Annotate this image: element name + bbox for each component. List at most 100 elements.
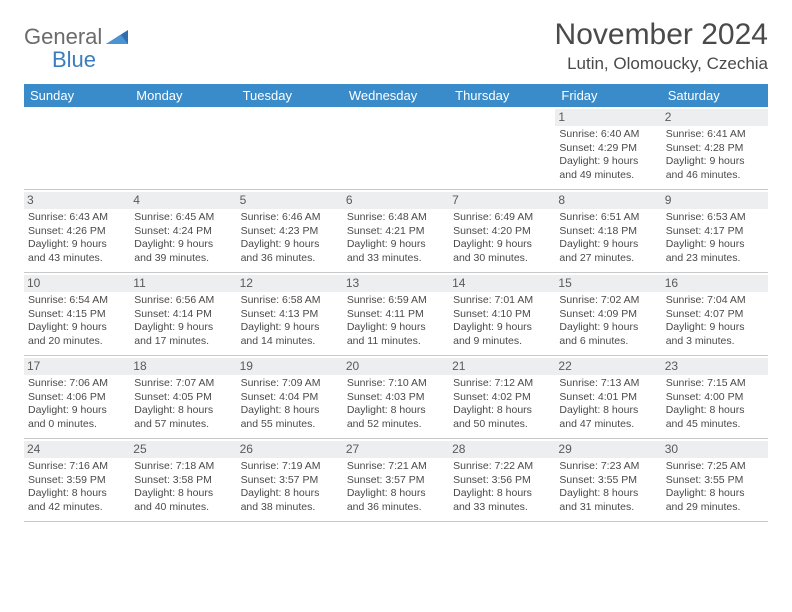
- day-cell: 5Sunrise: 6:46 AMSunset: 4:23 PMDaylight…: [237, 190, 343, 272]
- sunrise-line: Sunrise: 7:06 AM: [28, 377, 126, 390]
- day-cell: [130, 107, 236, 189]
- day-cell: 22Sunrise: 7:13 AMSunset: 4:01 PMDayligh…: [555, 356, 661, 438]
- sunset-line: Sunset: 4:05 PM: [134, 391, 232, 404]
- day-number: 18: [130, 358, 236, 375]
- day-number: 25: [130, 441, 236, 458]
- daylight-line: Daylight: 8 hours and 55 minutes.: [241, 404, 339, 431]
- daylight-line: Daylight: 9 hours and 36 minutes.: [241, 238, 339, 265]
- sunset-line: Sunset: 4:29 PM: [559, 142, 657, 155]
- day-cell: 28Sunrise: 7:22 AMSunset: 3:56 PMDayligh…: [449, 439, 555, 521]
- sunrise-line: Sunrise: 7:16 AM: [28, 460, 126, 473]
- calendar-grid: SundayMondayTuesdayWednesdayThursdayFrid…: [24, 84, 768, 522]
- day-number: 11: [130, 275, 236, 292]
- sunset-line: Sunset: 4:17 PM: [666, 225, 764, 238]
- daylight-line: Daylight: 9 hours and 6 minutes.: [559, 321, 657, 348]
- day-number: 17: [24, 358, 130, 375]
- sunrise-line: Sunrise: 6:56 AM: [134, 294, 232, 307]
- daylight-line: Daylight: 9 hours and 17 minutes.: [134, 321, 232, 348]
- day-cell: 17Sunrise: 7:06 AMSunset: 4:06 PMDayligh…: [24, 356, 130, 438]
- daylight-line: Daylight: 9 hours and 14 minutes.: [241, 321, 339, 348]
- dow-cell: Wednesday: [343, 84, 449, 107]
- month-title: November 2024: [555, 18, 768, 52]
- sunrise-line: Sunrise: 7:12 AM: [453, 377, 551, 390]
- sunset-line: Sunset: 3:57 PM: [241, 474, 339, 487]
- day-number: 10: [24, 275, 130, 292]
- daylight-line: Daylight: 8 hours and 57 minutes.: [134, 404, 232, 431]
- sunrise-line: Sunrise: 6:40 AM: [559, 128, 657, 141]
- day-number: 3: [24, 192, 130, 209]
- day-number: 12: [237, 275, 343, 292]
- dow-cell: Saturday: [662, 84, 768, 107]
- sunrise-line: Sunrise: 6:45 AM: [134, 211, 232, 224]
- day-number: 27: [343, 441, 449, 458]
- daylight-line: Daylight: 8 hours and 31 minutes.: [559, 487, 657, 514]
- sunset-line: Sunset: 4:14 PM: [134, 308, 232, 321]
- daylight-line: Daylight: 8 hours and 47 minutes.: [559, 404, 657, 431]
- sunrise-line: Sunrise: 6:49 AM: [453, 211, 551, 224]
- sunrise-line: Sunrise: 6:51 AM: [559, 211, 657, 224]
- day-number: 6: [343, 192, 449, 209]
- sunset-line: Sunset: 4:21 PM: [347, 225, 445, 238]
- sunset-line: Sunset: 4:26 PM: [28, 225, 126, 238]
- day-number: 15: [555, 275, 661, 292]
- dow-cell: Sunday: [24, 84, 130, 107]
- sunset-line: Sunset: 4:11 PM: [347, 308, 445, 321]
- sunrise-line: Sunrise: 7:25 AM: [666, 460, 764, 473]
- sunset-line: Sunset: 4:07 PM: [666, 308, 764, 321]
- daylight-line: Daylight: 9 hours and 20 minutes.: [28, 321, 126, 348]
- day-number: 13: [343, 275, 449, 292]
- sunset-line: Sunset: 3:59 PM: [28, 474, 126, 487]
- sunrise-line: Sunrise: 7:15 AM: [666, 377, 764, 390]
- sunrise-line: Sunrise: 7:07 AM: [134, 377, 232, 390]
- sunset-line: Sunset: 3:56 PM: [453, 474, 551, 487]
- logo-word-1: General: [24, 24, 102, 49]
- sunrise-line: Sunrise: 6:46 AM: [241, 211, 339, 224]
- day-cell: 1Sunrise: 6:40 AMSunset: 4:29 PMDaylight…: [555, 107, 661, 189]
- daylight-line: Daylight: 9 hours and 9 minutes.: [453, 321, 551, 348]
- day-number: 20: [343, 358, 449, 375]
- sunrise-line: Sunrise: 6:53 AM: [666, 211, 764, 224]
- daylight-line: Daylight: 9 hours and 3 minutes.: [666, 321, 764, 348]
- days-of-week-header: SundayMondayTuesdayWednesdayThursdayFrid…: [24, 84, 768, 107]
- daylight-line: Daylight: 9 hours and 11 minutes.: [347, 321, 445, 348]
- title-block: November 2024 Lutin, Olomoucky, Czechia: [555, 18, 768, 74]
- daylight-line: Daylight: 9 hours and 27 minutes.: [559, 238, 657, 265]
- weeks-container: 1 Sunrise: 6:40 AMSunset: 4:29 PM Daylight…: [24, 107, 768, 522]
- day-cell: [449, 107, 555, 189]
- day-cell: 24Sunrise: 7:16 AMSunset: 3:59 PMDayligh…: [24, 439, 130, 521]
- location-label: Lutin, Olomoucky, Czechia: [555, 54, 768, 74]
- day-number: 24: [24, 441, 130, 458]
- sunrise-line: Sunrise: 7:23 AM: [559, 460, 657, 473]
- week-row: 3Sunrise: 6:43 AMSunset: 4:26 PMDaylight…: [24, 190, 768, 273]
- week-row: 10Sunrise: 6:54 AMSunset: 4:15 PMDayligh…: [24, 273, 768, 356]
- day-cell: [24, 107, 130, 189]
- day-cell: 20Sunrise: 7:10 AMSunset: 4:03 PMDayligh…: [343, 356, 449, 438]
- day-cell: [343, 107, 449, 189]
- logo: General Blue: [24, 18, 130, 72]
- sunset-line: Sunset: 4:09 PM: [559, 308, 657, 321]
- daylight-line: Daylight: 9 hours and 23 minutes.: [666, 238, 764, 265]
- day-cell: 15 Sunrise: 7:02 AMSunset: 4:09 PMDayligh…: [555, 273, 661, 355]
- daylight-line: Daylight: 8 hours and 45 minutes.: [666, 404, 764, 431]
- day-number: 5: [237, 192, 343, 209]
- day-number: 1: [555, 109, 661, 126]
- sunset-line: Sunset: 4:03 PM: [347, 391, 445, 404]
- daylight-line: Daylight: 9 hours and 33 minutes.: [347, 238, 445, 265]
- dow-cell: Tuesday: [237, 84, 343, 107]
- sunrise-line: Sunrise: 7:10 AM: [347, 377, 445, 390]
- day-cell: 12Sunrise: 6:58 AMSunset: 4:13 PMDayligh…: [237, 273, 343, 355]
- day-cell: 21Sunrise: 7:12 AMSunset: 4:02 PMDayligh…: [449, 356, 555, 438]
- sunrise-line: Sunrise: 7:19 AM: [241, 460, 339, 473]
- sunrise-line: Sunrise: 7:13 AM: [559, 377, 657, 390]
- day-number: 28: [449, 441, 555, 458]
- day-cell: 10Sunrise: 6:54 AMSunset: 4:15 PMDayligh…: [24, 273, 130, 355]
- sunset-line: Sunset: 4:00 PM: [666, 391, 764, 404]
- day-number: 2: [662, 109, 768, 126]
- sunrise-line: Sunrise: 7:02 AM: [559, 294, 657, 307]
- logo-text-block: General Blue: [24, 26, 102, 72]
- day-cell: 29Sunrise: 7:23 AMSunset: 3:55 PMDayligh…: [555, 439, 661, 521]
- sunset-line: Sunset: 4:18 PM: [559, 225, 657, 238]
- daylight-line: Daylight: 8 hours and 50 minutes.: [453, 404, 551, 431]
- sunset-line: Sunset: 4:20 PM: [453, 225, 551, 238]
- sunrise-line: Sunrise: 7:21 AM: [347, 460, 445, 473]
